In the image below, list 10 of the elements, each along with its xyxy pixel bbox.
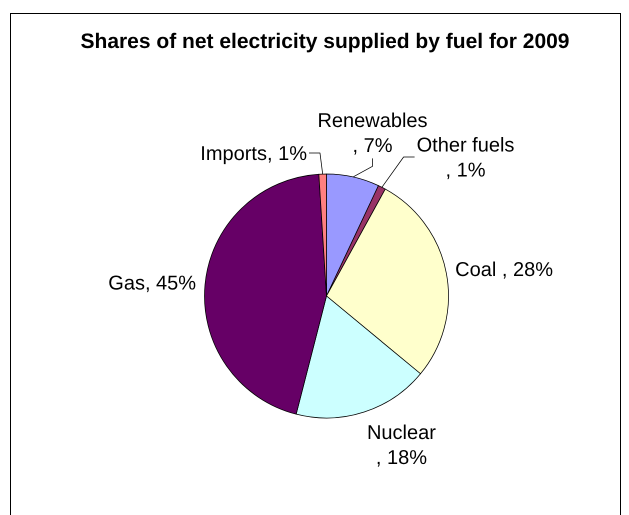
- slice-label: Imports, 1%: [200, 142, 308, 165]
- data-label: , 7%: [352, 134, 393, 157]
- slice-label: Nuclear: [366, 422, 436, 444]
- data-label: , 18%: [376, 446, 428, 469]
- slice-label: Other fuels: [416, 134, 514, 156]
- chart-title: Shares of net electricity supplied by fuel for 2009: [80, 30, 570, 53]
- data-label: , 1%: [446, 159, 486, 182]
- slice-label: Coal , 28%: [455, 259, 554, 282]
- slice-label: Renewables: [317, 110, 428, 132]
- slice-label: Gas, 45%: [108, 272, 196, 294]
